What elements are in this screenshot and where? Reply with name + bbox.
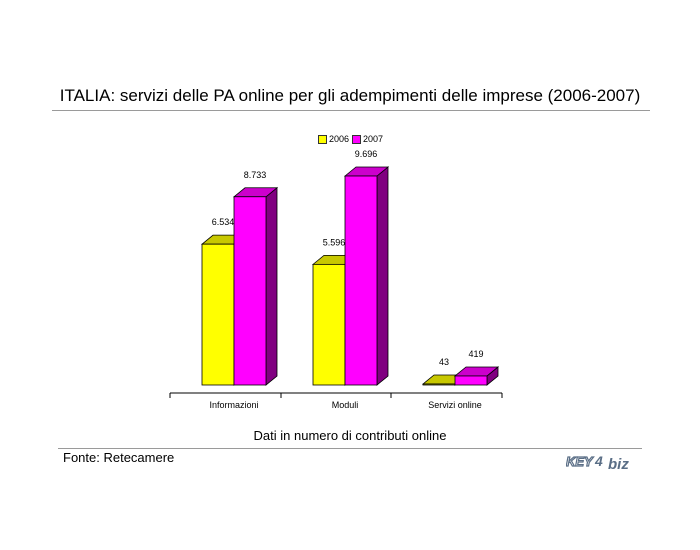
bar-informazioni-2007-side [265,186,278,386]
x-tick-label-1: Moduli [332,400,359,410]
legend-item-2006: 2006 [318,134,349,144]
legend-swatch-2006 [318,134,327,144]
bar-moduli-2007 [344,175,378,386]
bar-moduli-2006 [312,263,346,386]
chart-legend: 2006 2007 [318,134,386,144]
legend-item-2007: 2007 [352,134,383,144]
svg-text:biz: biz [608,456,629,472]
data-label-bar-moduli-2007: 9.696 [355,149,378,159]
svg-text:4: 4 [594,453,603,469]
bar-servizi-online-2006 [422,383,456,386]
bar-servizi-online-2007 [454,375,488,386]
bar-moduli-2007-side [376,166,389,386]
data-label-bar-informazioni-2006: 6.534 [212,217,235,227]
data-label-bar-servizi-online-2007: 419 [468,349,483,359]
source-note: Fonte: Retecamere [63,450,175,465]
svg-text:KEY: KEY [566,454,594,469]
bar-informazioni-2007 [233,196,267,386]
legend-label-2007: 2007 [363,134,384,144]
key4biz-logo: KEY 4 biz [565,452,640,477]
x-tick-label-2: Servizi online [428,400,482,410]
x-tick-label-0: Informazioni [209,400,258,410]
legend-label-2006: 2006 [329,134,350,144]
bar-informazioni-2006 [201,243,235,386]
legend-swatch-2007 [352,134,362,144]
chart-subtitle: Dati in numero di contributi online [253,428,447,443]
title-divider [52,110,650,111]
footer-divider [58,448,642,449]
data-label-bar-informazioni-2007: 8.733 [244,170,267,180]
data-label-bar-servizi-online-2006: 43 [439,357,449,367]
data-label-bar-moduli-2006: 5.596 [323,237,346,247]
chart-title: ITALIA: servizi delle PA online per gli … [59,86,641,105]
